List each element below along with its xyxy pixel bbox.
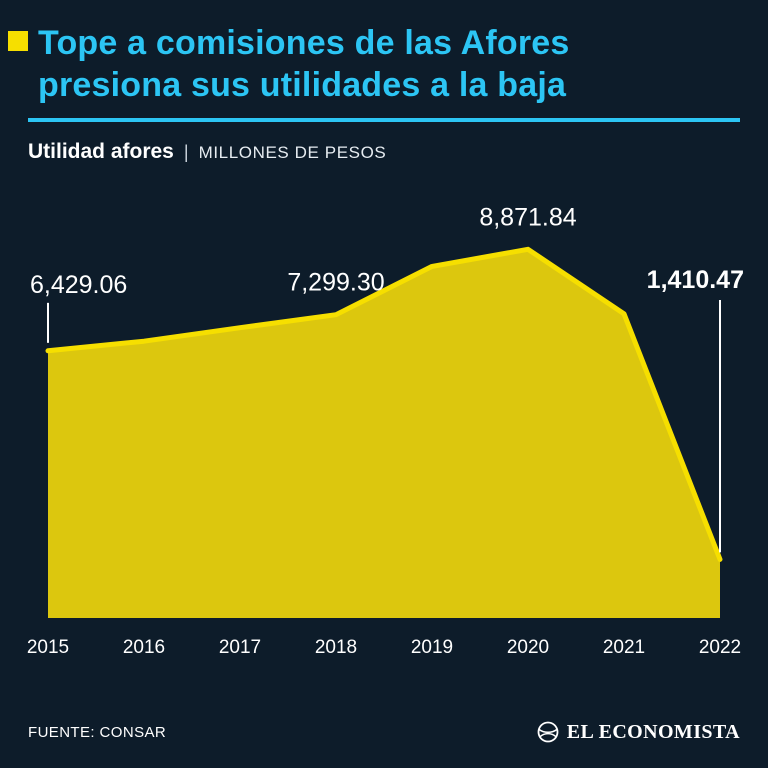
x-axis-label: 2017 bbox=[219, 637, 261, 658]
el-economista-globe-icon bbox=[537, 721, 559, 743]
source-label: FUENTE: CONSAR bbox=[28, 723, 167, 741]
units-label: MILLONES DE PESOS bbox=[198, 143, 387, 163]
page-title: Tope a comisiones de las Afores presiona… bbox=[38, 24, 570, 105]
x-axis-label: 2018 bbox=[315, 637, 357, 658]
x-axis-label: 2020 bbox=[507, 637, 549, 658]
data-label: 6,429.06 bbox=[30, 271, 127, 299]
brand-logo: EL ECONOMISTA bbox=[536, 720, 740, 744]
x-axis-label: 2019 bbox=[411, 637, 453, 658]
area-series bbox=[48, 249, 720, 619]
x-axis-label: 2016 bbox=[123, 637, 165, 658]
subtitle-separator: | bbox=[183, 142, 189, 163]
title-marker-square bbox=[8, 31, 28, 51]
data-label: 1,410.47 bbox=[647, 266, 744, 294]
footer: FUENTE: CONSAR EL ECONOMISTA bbox=[0, 720, 768, 768]
header: Tope a comisiones de las Afores presiona… bbox=[0, 0, 768, 123]
series-top-line bbox=[45, 247, 723, 563]
title-row: Tope a comisiones de las Afores presiona… bbox=[0, 0, 768, 106]
x-axis-label: 2015 bbox=[27, 637, 69, 658]
x-axis-label: 2021 bbox=[603, 637, 645, 658]
data-label: 7,299.30 bbox=[287, 269, 384, 297]
brand-wordmark: EL ECONOMISTA bbox=[566, 720, 740, 743]
area-chart-svg: 2015 2016 2017 2018 2019 2020 2021 2022 6,429.06… bbox=[27, 204, 744, 659]
title-underline bbox=[28, 118, 740, 123]
area-chart: 2015 2016 2017 2018 2019 2020 2021 2022 6,429.06… bbox=[0, 166, 768, 666]
chart-subtitle: Utilidad afores | MILLONES DE PESOS bbox=[0, 122, 768, 164]
series-name: Utilidad afores bbox=[28, 140, 174, 164]
data-label: 8,871.84 bbox=[479, 204, 576, 232]
x-axis-label: 2022 bbox=[699, 637, 741, 658]
